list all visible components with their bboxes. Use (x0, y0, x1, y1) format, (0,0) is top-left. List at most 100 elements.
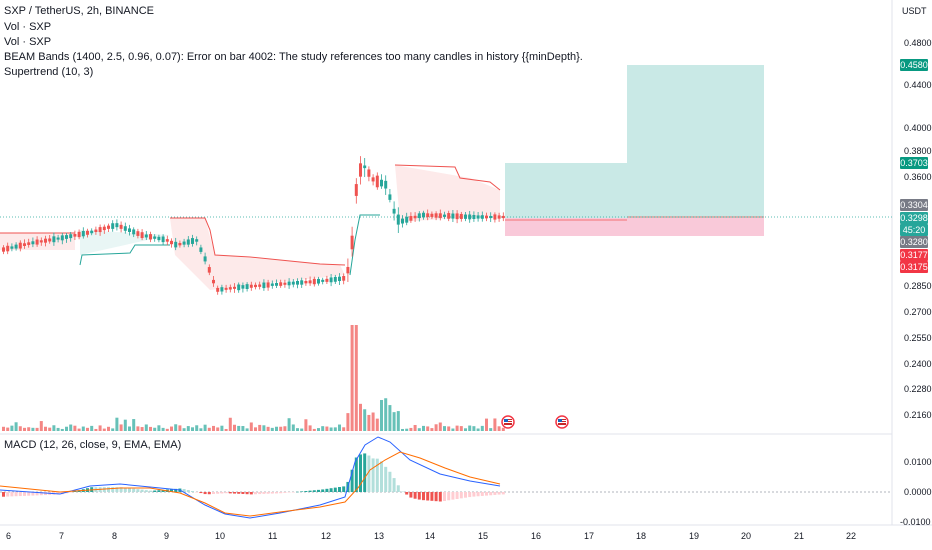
volume-bar (165, 428, 169, 431)
candle (132, 229, 136, 235)
time-label: 11 (268, 531, 278, 541)
candle (392, 208, 396, 214)
candle (31, 241, 35, 245)
candle (380, 179, 383, 187)
time-label: 18 (636, 531, 647, 541)
candle (6, 245, 10, 252)
loss-zone[interactable] (505, 218, 764, 236)
histogram-bar (31, 492, 35, 496)
histogram-bar (455, 492, 459, 499)
supertrend-down-fill-2 (170, 218, 345, 290)
profit-zone-1[interactable] (505, 163, 627, 218)
candle (207, 267, 211, 273)
legend-vol-2[interactable]: Vol · SXP (4, 36, 52, 48)
histogram-bar (413, 492, 417, 499)
candle (212, 279, 215, 284)
volume-bar (69, 424, 73, 431)
candle (388, 194, 392, 200)
volume-bar (342, 427, 346, 431)
histogram-bar (233, 492, 236, 494)
volume-bar (497, 426, 501, 431)
legend-vol-1[interactable]: Vol · SXP (4, 21, 52, 33)
histogram-bar (447, 492, 451, 501)
macd-tick: 0.0000 (904, 487, 932, 497)
volume-bar (224, 428, 228, 431)
volume-bar (195, 425, 199, 431)
legend-supertrend[interactable]: Supertrend (10, 3) (4, 66, 94, 78)
histogram-bar (275, 492, 278, 494)
volume-bar (178, 425, 182, 431)
candle (480, 215, 484, 219)
histogram-bar (375, 458, 379, 492)
candle (321, 279, 325, 282)
volume-bars (2, 325, 505, 431)
histogram-bar (497, 492, 501, 495)
histogram-bar (329, 488, 333, 492)
volume-bar (249, 422, 253, 431)
candle (279, 282, 283, 286)
candle (304, 280, 308, 284)
volume-bar (27, 427, 31, 431)
histogram-bar (161, 489, 165, 492)
supertrend-up-line-2 (349, 214, 380, 276)
volume-bar (447, 426, 451, 431)
candle (39, 240, 43, 243)
supertrend-down-fill-3 (395, 165, 500, 222)
volume-bar (350, 325, 354, 431)
legend-title[interactable]: SXP / TetherUS, 2h, BINANCE (4, 5, 154, 17)
price-tick: 0.2550 (904, 333, 932, 343)
candle (69, 234, 73, 239)
histogram-bar (207, 492, 211, 495)
candle (363, 165, 367, 169)
candle (489, 215, 493, 219)
histogram-bar (354, 457, 358, 492)
histogram-bar (170, 489, 173, 492)
time-label: 20 (741, 531, 752, 541)
histogram-bar (23, 492, 26, 496)
volume-bar (6, 427, 10, 431)
volume-bar (413, 424, 417, 431)
histogram-bar (325, 488, 329, 492)
volume-bar (455, 425, 459, 431)
histogram-bar (216, 492, 220, 494)
volume-bar (60, 428, 64, 431)
volume-bar (119, 424, 123, 431)
candle (422, 212, 425, 218)
candle (65, 235, 68, 239)
candle (73, 234, 77, 237)
candle (451, 213, 455, 219)
stop-loss-tag: 0.3177 (900, 249, 928, 261)
candle (165, 239, 169, 242)
histogram-bar (157, 490, 161, 492)
profit-zone-2[interactable] (627, 65, 764, 218)
candle (464, 214, 467, 219)
candle (317, 278, 320, 284)
candle (199, 247, 203, 252)
volume-bar (199, 428, 203, 431)
volume-bar (451, 428, 455, 431)
candle (228, 287, 232, 290)
volume-bar (52, 425, 56, 431)
candle (220, 287, 224, 292)
histogram-bar (321, 489, 325, 492)
histogram-bar (186, 490, 190, 492)
candle (144, 234, 148, 238)
candle (413, 215, 417, 219)
candle (23, 243, 26, 246)
legend-macd[interactable]: MACD (12, 26, close, 9, EMA, EMA) (4, 439, 182, 451)
time-label: 16 (531, 531, 542, 541)
volume-bar (359, 403, 362, 431)
us-flag-icon[interactable] (501, 415, 515, 429)
histogram-bar (480, 492, 484, 496)
histogram-bar (296, 491, 299, 493)
candle (170, 240, 173, 245)
volume-bar (333, 427, 337, 431)
us-flag-icon[interactable] (555, 415, 569, 429)
histogram-bar (6, 492, 10, 497)
legend-beam-bands[interactable]: BEAM Bands (1400, 2.5, 0.96, 0.07): Erro… (4, 51, 583, 63)
volume-bar (354, 325, 358, 431)
histogram-bar (501, 492, 505, 495)
volume-bar (468, 425, 472, 431)
